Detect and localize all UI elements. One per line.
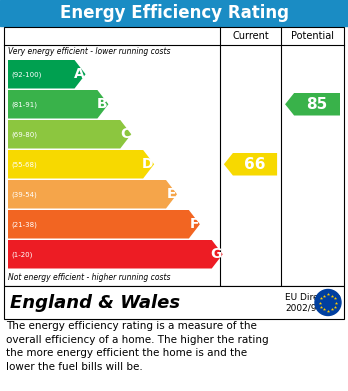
Polygon shape bbox=[8, 90, 108, 118]
Text: The energy efficiency rating is a measure of the
overall efficiency of a home. T: The energy efficiency rating is a measur… bbox=[6, 321, 269, 372]
Polygon shape bbox=[224, 153, 277, 176]
Text: (92-100): (92-100) bbox=[11, 71, 41, 77]
Circle shape bbox=[315, 289, 341, 316]
Text: 66: 66 bbox=[244, 157, 266, 172]
Text: D: D bbox=[142, 157, 153, 171]
Polygon shape bbox=[8, 120, 131, 149]
Polygon shape bbox=[8, 60, 86, 88]
Text: Current: Current bbox=[232, 31, 269, 41]
Polygon shape bbox=[285, 93, 340, 115]
Text: (55-68): (55-68) bbox=[11, 161, 37, 167]
Text: (1-20): (1-20) bbox=[11, 251, 32, 258]
Polygon shape bbox=[8, 240, 223, 269]
Text: F: F bbox=[189, 217, 199, 231]
Polygon shape bbox=[8, 180, 177, 208]
Text: Energy Efficiency Rating: Energy Efficiency Rating bbox=[60, 4, 288, 22]
Text: B: B bbox=[97, 97, 108, 111]
Bar bbox=[0, 0, 348, 26]
Text: EU Directive
2002/91/EC: EU Directive 2002/91/EC bbox=[285, 293, 341, 312]
Text: E: E bbox=[166, 187, 176, 201]
Text: (39-54): (39-54) bbox=[11, 191, 37, 197]
Text: Very energy efficient - lower running costs: Very energy efficient - lower running co… bbox=[8, 47, 171, 57]
Polygon shape bbox=[8, 150, 154, 179]
Polygon shape bbox=[8, 210, 200, 239]
Text: 85: 85 bbox=[307, 97, 328, 112]
Bar bbox=[4, 27, 344, 286]
Text: Not energy efficient - higher running costs: Not energy efficient - higher running co… bbox=[8, 273, 171, 283]
Text: A: A bbox=[74, 67, 85, 81]
Text: (21-38): (21-38) bbox=[11, 221, 37, 228]
Text: (69-80): (69-80) bbox=[11, 131, 37, 138]
Text: C: C bbox=[120, 127, 130, 141]
Text: England & Wales: England & Wales bbox=[10, 294, 180, 312]
Text: (81-91): (81-91) bbox=[11, 101, 37, 108]
Text: G: G bbox=[211, 247, 222, 261]
Bar bbox=[4, 286, 344, 319]
Text: Potential: Potential bbox=[291, 31, 334, 41]
